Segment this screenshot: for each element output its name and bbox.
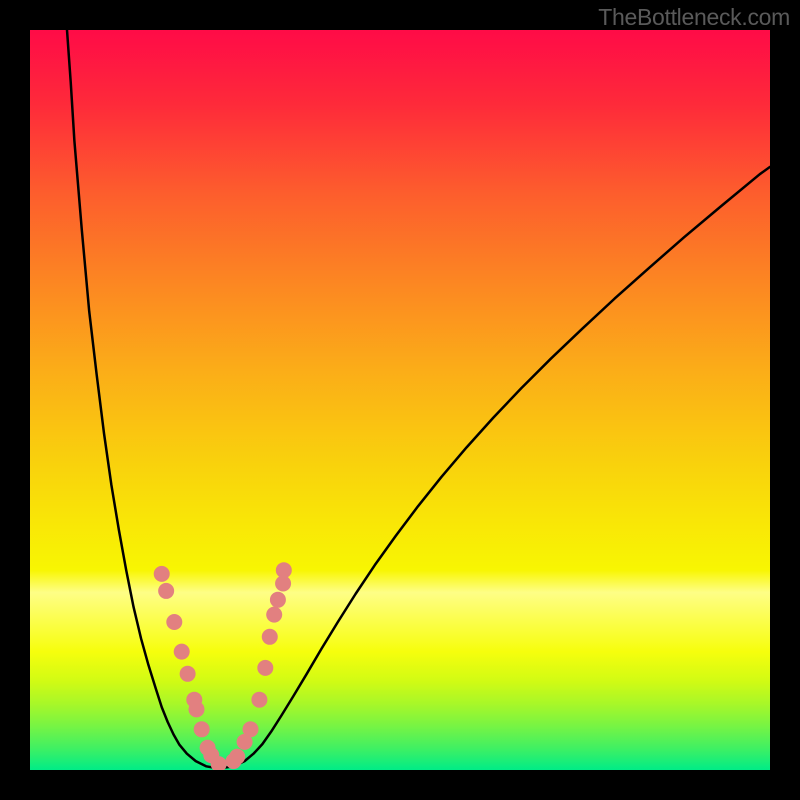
gradient-background xyxy=(30,30,770,770)
marker-point xyxy=(229,749,245,765)
chart-frame: TheBottleneck.com xyxy=(0,0,800,800)
marker-point xyxy=(266,607,282,623)
marker-point xyxy=(189,701,205,717)
marker-point xyxy=(270,592,286,608)
watermark-text: TheBottleneck.com xyxy=(598,4,790,31)
marker-point xyxy=(257,660,273,676)
marker-point xyxy=(276,562,292,578)
marker-point xyxy=(251,692,267,708)
plot-area xyxy=(30,30,770,770)
marker-point xyxy=(180,666,196,682)
marker-point xyxy=(243,721,259,737)
marker-point xyxy=(174,644,190,660)
chart-svg xyxy=(30,30,770,770)
marker-point xyxy=(166,614,182,630)
marker-point xyxy=(194,721,210,737)
marker-point xyxy=(158,583,174,599)
marker-point xyxy=(262,629,278,645)
marker-point xyxy=(154,566,170,582)
